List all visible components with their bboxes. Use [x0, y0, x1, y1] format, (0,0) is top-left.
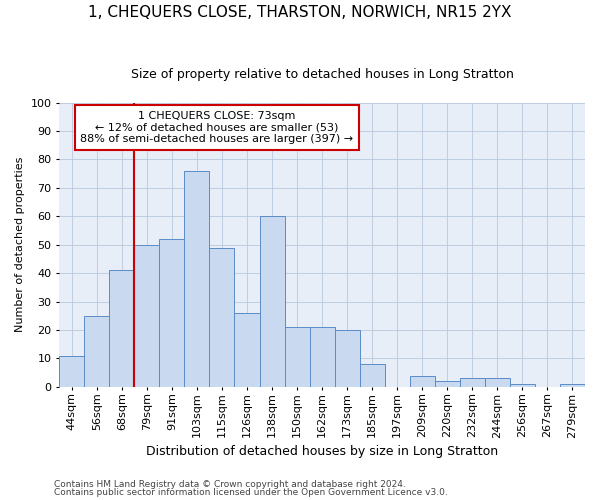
Bar	[59, 356, 84, 387]
Bar	[435, 381, 460, 387]
Bar	[485, 378, 510, 387]
Title: Size of property relative to detached houses in Long Stratton: Size of property relative to detached ho…	[131, 68, 514, 80]
Bar	[410, 376, 435, 387]
Bar	[184, 171, 209, 387]
Bar	[510, 384, 535, 387]
Bar	[235, 313, 260, 387]
Bar	[209, 248, 235, 387]
Bar	[160, 239, 184, 387]
Bar	[260, 216, 284, 387]
Bar	[109, 270, 134, 387]
Text: Contains HM Land Registry data © Crown copyright and database right 2024.: Contains HM Land Registry data © Crown c…	[54, 480, 406, 489]
Bar	[560, 384, 585, 387]
Bar	[310, 327, 335, 387]
X-axis label: Distribution of detached houses by size in Long Stratton: Distribution of detached houses by size …	[146, 444, 498, 458]
Bar	[284, 327, 310, 387]
Bar	[460, 378, 485, 387]
Bar	[335, 330, 359, 387]
Text: 1, CHEQUERS CLOSE, THARSTON, NORWICH, NR15 2YX: 1, CHEQUERS CLOSE, THARSTON, NORWICH, NR…	[88, 5, 512, 20]
Y-axis label: Number of detached properties: Number of detached properties	[15, 157, 25, 332]
Bar	[84, 316, 109, 387]
Bar	[359, 364, 385, 387]
Text: Contains public sector information licensed under the Open Government Licence v3: Contains public sector information licen…	[54, 488, 448, 497]
Bar	[134, 244, 160, 387]
Text: 1 CHEQUERS CLOSE: 73sqm
← 12% of detached houses are smaller (53)
88% of semi-de: 1 CHEQUERS CLOSE: 73sqm ← 12% of detache…	[80, 111, 353, 144]
